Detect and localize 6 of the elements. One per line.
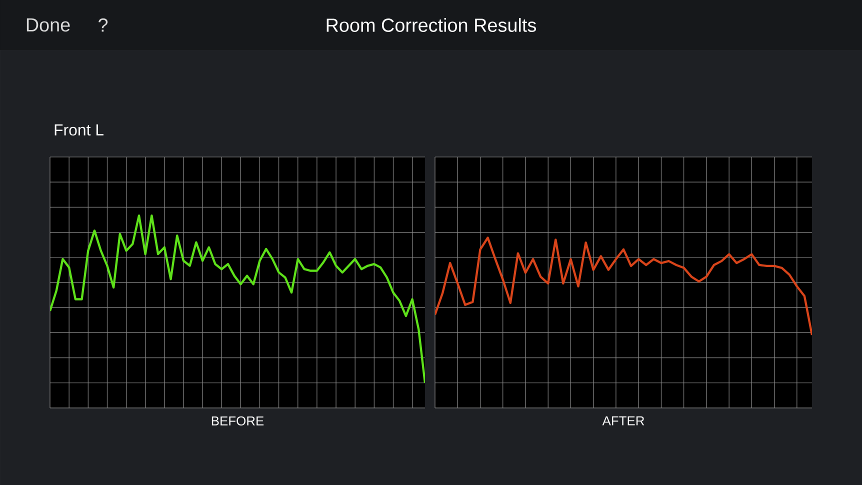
chart-title: Room Correction Results (326, 18, 536, 32)
x-axis-title: BEFORE (212, 416, 264, 426)
text: Done (26, 18, 70, 32)
text: ? (98, 18, 108, 32)
chart-subtitle: Front L (54, 124, 104, 136)
x-axis-title: AFTER (602, 416, 644, 426)
